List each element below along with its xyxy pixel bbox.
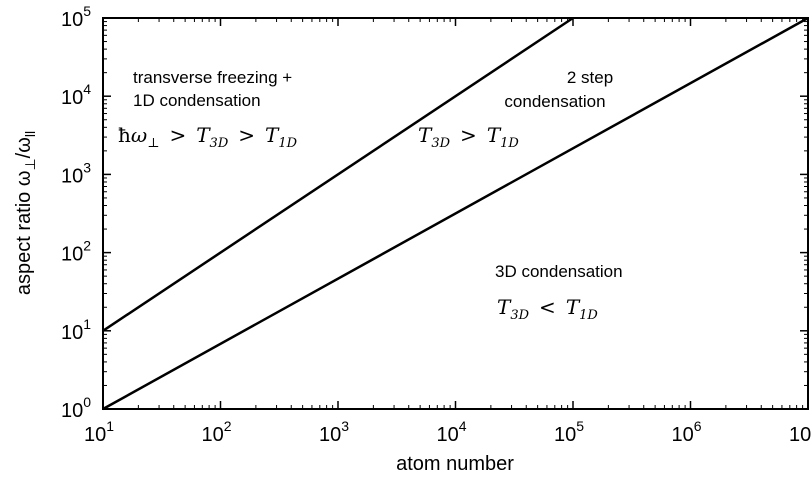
y-tick-label: 105 bbox=[61, 3, 91, 31]
region2-label-line1: 2 step bbox=[567, 68, 613, 87]
y-axis-title-sub: ll bbox=[22, 131, 38, 137]
region3-label: 3D condensation bbox=[495, 262, 623, 281]
region1-condition: ħω⊥>T3D>T1D bbox=[118, 123, 298, 151]
x-tick-label: 105 bbox=[554, 418, 584, 446]
y-axis-title: aspect ratio ω⊥/ωll bbox=[13, 131, 38, 295]
x-axis-title: atom number bbox=[396, 453, 514, 475]
x-tick-label: 107 bbox=[789, 418, 811, 446]
x-tick-label: 103 bbox=[319, 418, 349, 446]
x-tick-label: 104 bbox=[436, 418, 466, 446]
y-axis-title-main: /ω bbox=[13, 137, 35, 158]
region1-label-line2: 1D condensation bbox=[133, 91, 261, 110]
region1-label-line1: transverse freezing + bbox=[133, 68, 292, 87]
x-tick-label: 101 bbox=[84, 418, 114, 446]
y-tick-label: 102 bbox=[61, 238, 91, 266]
y-axis-title-main: aspect ratio ω bbox=[13, 171, 35, 296]
y-tick-label: 101 bbox=[61, 316, 91, 344]
x-tick-label: 102 bbox=[201, 418, 231, 446]
y-tick-label: 103 bbox=[61, 159, 91, 187]
y-tick-label: 104 bbox=[61, 81, 91, 109]
y-axis-title-sub: ⊥ bbox=[22, 158, 38, 170]
region2-label-line2: condensation bbox=[504, 92, 605, 111]
y-tick-label: 100 bbox=[61, 394, 91, 422]
x-tick-label: 106 bbox=[671, 418, 701, 446]
